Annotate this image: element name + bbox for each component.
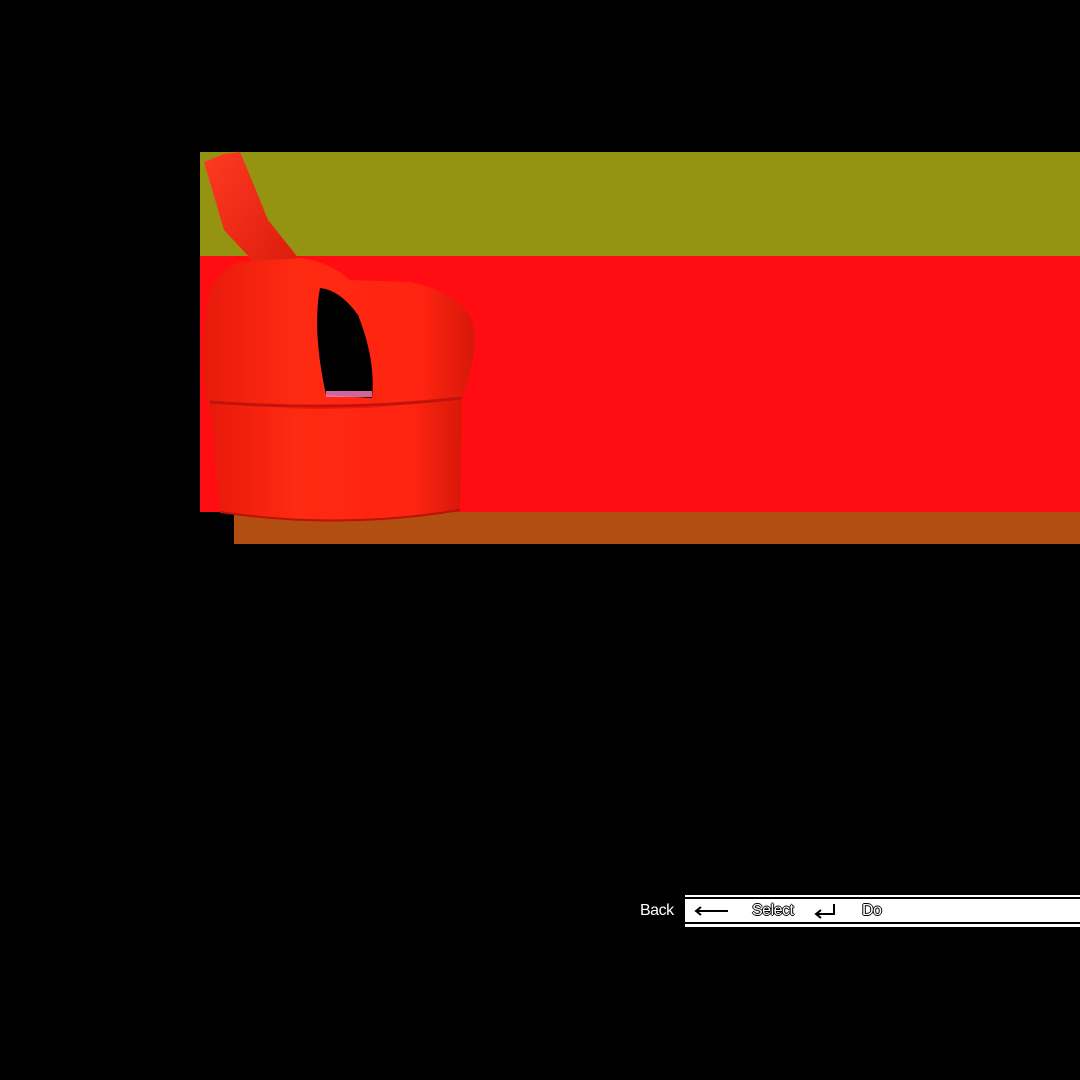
lower-band xyxy=(210,400,462,521)
render-artifact-band xyxy=(200,152,1080,256)
done-label[interactable]: Do xyxy=(862,902,882,919)
hem xyxy=(219,509,461,522)
band-seam xyxy=(209,396,463,408)
garment-preview[interactable] xyxy=(180,140,500,550)
hint-strip xyxy=(685,895,1080,927)
enter-key-icon[interactable] xyxy=(812,899,840,923)
shoulder-strap xyxy=(204,152,300,282)
back-label[interactable]: Back xyxy=(640,902,674,919)
cutout-lining xyxy=(326,391,372,397)
keyhole-cutout xyxy=(317,288,373,398)
crop-top-image xyxy=(202,152,475,522)
hint-strip-border xyxy=(685,922,1080,924)
hint-strip-border xyxy=(685,897,1080,899)
select-label[interactable]: Select xyxy=(752,902,794,919)
backspace-arrow-icon[interactable] xyxy=(690,899,730,923)
control-hints: Back Select Do xyxy=(640,895,1080,927)
